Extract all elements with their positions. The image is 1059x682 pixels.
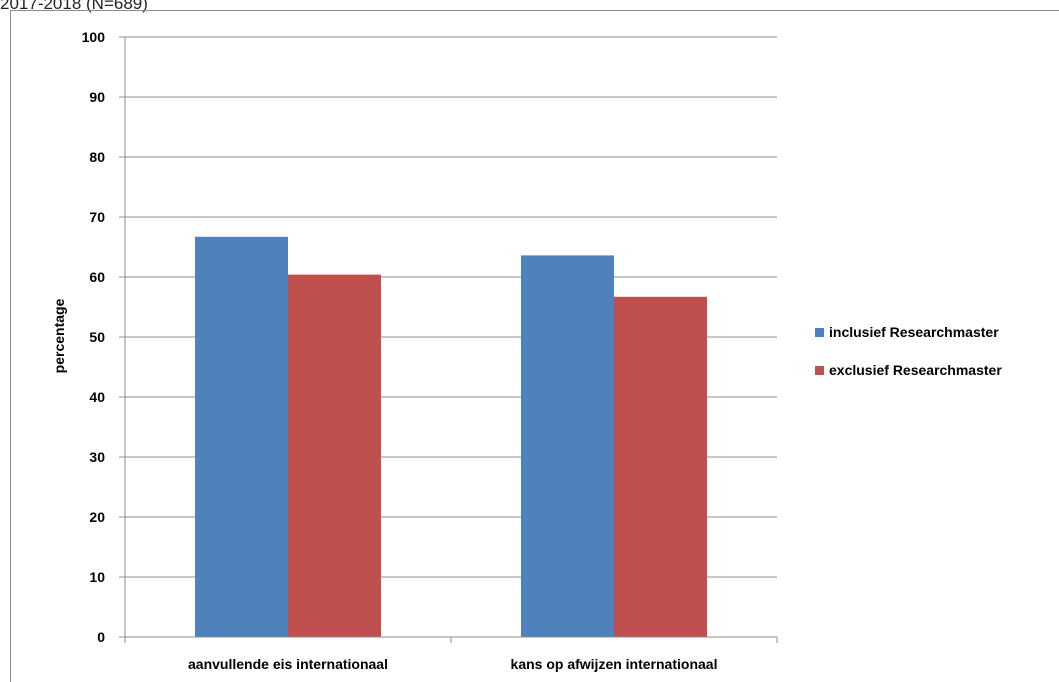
y-tick-label: 30 [89,449,105,465]
y-tick-label: 60 [89,269,105,285]
bar-exclusief-0 [288,274,381,637]
legend-label: inclusief Researchmaster [829,324,999,340]
y-tick-label: 40 [89,389,105,405]
y-tick-label: 10 [89,569,105,585]
x-category-label: kans op afwijzen internationaal [511,656,718,672]
y-tick-label: 50 [89,329,105,345]
legend: inclusief Researchmaster exclusief Resear… [815,324,1002,378]
bar-inclusief-1 [521,255,614,637]
x-category-label: aanvullende eis internationaal [188,656,388,672]
y-axis-label: percentage [51,298,67,373]
y-tick-label: 90 [89,89,105,105]
y-tick-label: 80 [89,149,105,165]
legend-swatch [815,328,824,337]
chart-caption: 2017-2018 (N=689) [0,0,148,13]
bar-exclusief-1 [614,296,707,637]
legend-swatch [815,366,824,375]
y-tick-label: 70 [89,209,105,225]
chart-frame [10,10,1059,682]
bar-inclusief-0 [195,236,288,638]
y-tick-label: 100 [82,29,106,45]
y-tick-label: 20 [89,509,105,525]
y-tick-label: 0 [97,629,105,645]
axes: 0 10 20 30 40 50 60 70 80 90 100 aanvullende eis in… [82,29,778,672]
legend-label: exclusief Researchmaster [829,362,1002,378]
bars [195,236,707,638]
